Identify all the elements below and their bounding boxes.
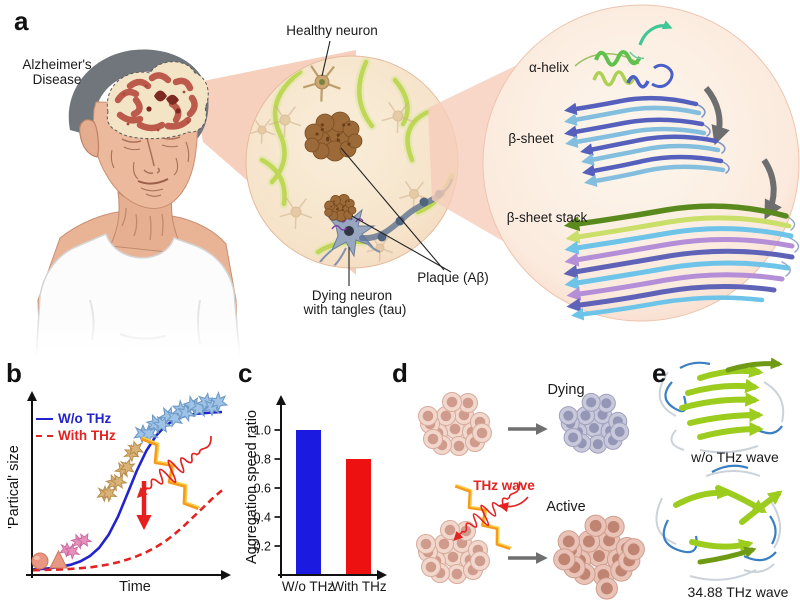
bar-with-thz	[346, 459, 371, 575]
cell-cluster-dying	[558, 392, 630, 454]
thz-wave-pointer-arrow	[497, 496, 529, 513]
disease-label-line1: Alzheimer's	[22, 57, 92, 72]
dying-neuron-label-line1: Dying neuron	[311, 288, 393, 303]
curve-with-thz	[32, 489, 223, 572]
protein-aggregation-circle	[482, 4, 800, 322]
c-category-wo-thz: W/o THz	[281, 579, 335, 594]
panel-letter-c: c	[238, 358, 253, 388]
active-label: Active	[546, 499, 586, 515]
patient-illustration	[20, 49, 270, 364]
legend-swatch-with-thz	[36, 434, 53, 437]
c-y-axis-label: Aggregation speed ratio	[244, 410, 260, 564]
monomer-triangle	[49, 549, 68, 569]
panel-letter-a: a	[14, 6, 29, 36]
neuron-environment-circle	[245, 55, 459, 269]
legend-label-with-thz: With THz	[58, 428, 116, 443]
panel-letter-d: d	[392, 358, 408, 388]
b-legend: W/o THz With THz	[36, 410, 116, 444]
svg-text:0.8: 0.8	[254, 453, 271, 467]
cell-cluster-untreated	[418, 392, 492, 456]
dying-neuron-nucleus	[344, 226, 354, 236]
beta-sheet-stack-ribbon	[563, 203, 800, 321]
disease-label-line2: Disease	[32, 72, 82, 87]
b-x-axis-label: Time	[119, 579, 151, 595]
amyloid-plaque-small	[324, 193, 357, 222]
amyloid-plaque-large	[304, 111, 363, 162]
panel-b-chart	[26, 389, 240, 580]
legend-swatch-wo-thz	[36, 417, 53, 420]
thz-pulse-icon-b	[114, 406, 240, 532]
bar-wo-thz	[296, 430, 321, 575]
b-y-axis-label: 'Partical' size	[6, 445, 22, 529]
dying-label: Dying	[547, 382, 585, 398]
cell-cluster-active	[553, 514, 645, 600]
transition-arrow-helix-to-sheet	[703, 86, 730, 146]
beta-sheet-stack-label: β-sheet stack	[506, 210, 588, 225]
svg-text:0.2: 0.2	[254, 540, 271, 554]
transition-arrow-sheet-to-stack	[761, 158, 782, 220]
monomer-sphere	[31, 552, 49, 570]
svg-text:1.0: 1.0	[254, 424, 271, 438]
c-axis-ticks: 0.2 0.4 0.6 0.8 1.0	[254, 424, 281, 554]
thz-wave-label: THz wave	[473, 478, 535, 493]
legend-item-with-thz: With THz	[36, 427, 116, 444]
plaque-label: Plaque (Aβ)	[417, 270, 489, 285]
healthy-neuron-label: Healthy neuron	[286, 23, 378, 38]
beta-sheet-ribbon	[564, 95, 730, 187]
alpha-helix-ribbon	[574, 20, 674, 89]
panel-letter-b: b	[6, 358, 22, 388]
legend-item-wo-thz: W/o THz	[36, 410, 116, 427]
svg-text:0.4: 0.4	[254, 511, 271, 525]
legend-label-wo-thz: W/o THz	[58, 411, 112, 426]
dying-neuron-label-line2: with tangles (tau)	[303, 302, 407, 317]
svg-text:0.6: 0.6	[254, 482, 271, 496]
protein-structure-wo-thz	[658, 357, 785, 454]
e-bottom-label: 34.88 THz wave	[687, 584, 789, 600]
protein-structure-with-thz	[655, 464, 783, 581]
panel-d-illustration	[416, 392, 645, 600]
brain-cutaway	[106, 61, 209, 140]
fibril-chain	[133, 389, 231, 447]
panel-letter-e: e	[652, 358, 667, 388]
panel-c-chart: 0.2 0.4 0.6 0.8 1.0	[254, 395, 387, 580]
healthy-neuron	[302, 65, 341, 102]
alpha-helix-label: α-helix	[528, 60, 570, 75]
label-pointer-lines	[321, 40, 452, 286]
patient-ear	[79, 119, 100, 158]
cell-cluster-thz-treated	[416, 520, 490, 584]
c-category-with-thz: With THz	[331, 579, 387, 594]
beta-sheet-label: β-sheet	[508, 131, 554, 146]
e-top-label: w/o THz wave	[691, 449, 779, 465]
